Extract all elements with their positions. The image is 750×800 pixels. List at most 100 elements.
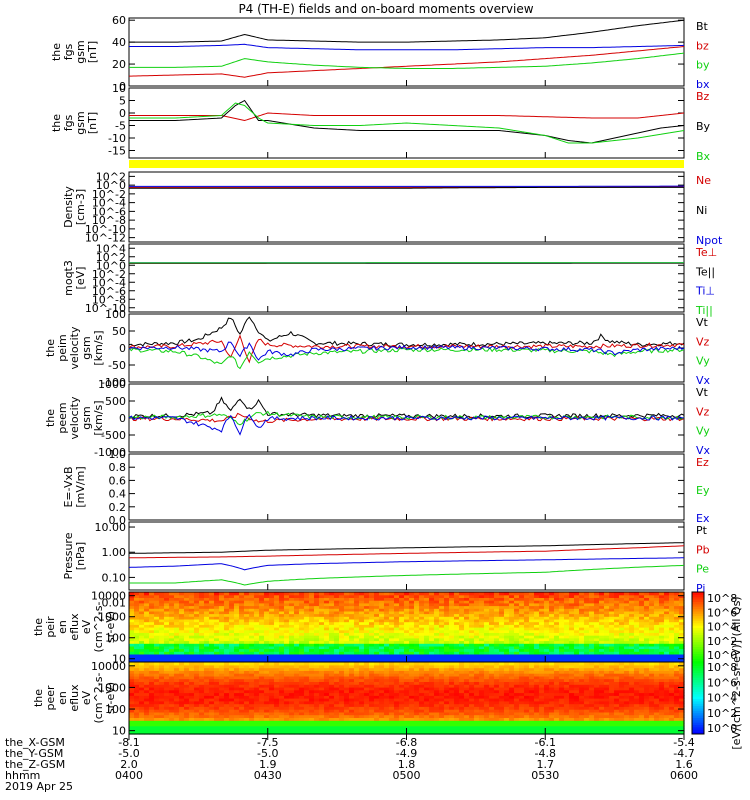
heatmap-cell — [529, 635, 535, 639]
heatmap-cell — [514, 616, 520, 620]
heatmap-cell — [444, 624, 450, 628]
heatmap-cell — [284, 651, 290, 655]
heatmap-cell — [559, 621, 565, 625]
heatmap-cell — [344, 662, 350, 666]
heatmap-cell — [354, 629, 360, 633]
heatmap-cell — [319, 643, 325, 647]
heatmap-cell — [519, 643, 525, 647]
y-tick-label: 10^-8 — [92, 214, 126, 227]
heatmap-cell — [269, 635, 275, 639]
heatmap-cell — [194, 629, 200, 633]
heatmap-cell — [149, 656, 155, 660]
heatmap-cell — [544, 597, 550, 601]
heatmap-cell — [624, 602, 630, 607]
heatmap-cell — [499, 592, 505, 596]
heatmap-cell — [259, 637, 265, 642]
heatmap-cell — [454, 627, 460, 631]
heatmap-cell — [639, 624, 645, 628]
heatmap-cell — [549, 651, 555, 655]
heatmap-cell — [369, 637, 375, 642]
heatmap-cell — [474, 602, 480, 607]
heatmap-cell — [244, 635, 250, 639]
heatmap-cell — [599, 594, 605, 598]
heatmap-cell — [284, 597, 290, 601]
heatmap-cell — [269, 608, 275, 612]
heatmap-cell — [269, 600, 275, 604]
heatmap-cell — [259, 610, 265, 615]
heatmap-cell — [439, 643, 445, 647]
heatmap-cell — [479, 613, 485, 617]
heatmap-cell — [324, 618, 330, 623]
heatmap-cell — [379, 627, 385, 631]
heatmap-cell — [429, 656, 435, 660]
heatmap-cell — [309, 637, 315, 642]
heatmap-cell — [509, 600, 515, 604]
heatmap-cell — [429, 624, 435, 628]
heatmap-cell — [149, 616, 155, 620]
heatmap-cell — [239, 627, 245, 631]
y-tick-label: 10^2 — [96, 251, 126, 264]
heatmap-cell — [349, 597, 355, 601]
heatmap-cell — [364, 637, 370, 642]
heatmap-cell — [574, 645, 580, 650]
heatmap-cell — [594, 637, 600, 642]
heatmap-cell — [559, 602, 565, 607]
heatmap-cell — [374, 632, 380, 636]
heatmap-cell — [624, 640, 630, 644]
heatmap-cell — [189, 648, 195, 652]
heatmap-cell — [464, 616, 470, 620]
heatmap-cell — [424, 648, 430, 652]
heatmap-cell — [639, 645, 645, 650]
heatmap-cell — [179, 648, 185, 652]
heatmap-cell — [269, 597, 275, 601]
heatmap-cell — [229, 659, 235, 663]
y-tick-label: 1.0 — [109, 448, 127, 461]
heatmap-cell — [139, 643, 145, 647]
heatmap-cell — [284, 656, 290, 660]
heatmap-cell — [454, 662, 460, 666]
heatmap-cell — [209, 629, 215, 633]
heatmap-cell — [549, 602, 555, 607]
heatmap-cell — [254, 618, 260, 623]
heatmap-cell — [509, 627, 515, 631]
heatmap-cell — [249, 597, 255, 601]
heatmap-cell — [354, 632, 360, 636]
heatmap-cell — [364, 648, 370, 652]
heatmap-cell — [304, 656, 310, 660]
heatmap-cell — [644, 651, 650, 655]
heatmap-cell — [629, 610, 635, 615]
heatmap-cell — [344, 645, 350, 650]
heatmap-cell — [224, 613, 230, 617]
heatmap-cell — [229, 602, 235, 607]
heatmap-cell — [354, 594, 360, 598]
heatmap-cell — [359, 653, 365, 658]
heatmap-cell — [494, 600, 500, 604]
heatmap-cell — [324, 632, 330, 636]
y-tick-label: 5 — [119, 95, 126, 108]
heatmap-cell — [534, 629, 540, 633]
heatmap-cell — [309, 608, 315, 612]
heatmap-cell — [299, 629, 305, 633]
heatmap-cell — [354, 637, 360, 642]
heatmap-cell — [479, 632, 485, 636]
heatmap-cell — [524, 627, 530, 631]
heatmap-cell — [349, 618, 355, 623]
heatmap-cell — [594, 653, 600, 658]
heatmap-cell — [554, 613, 560, 617]
heatmap-cell — [214, 651, 220, 655]
heatmap-cell — [494, 653, 500, 658]
heatmap-cell — [179, 656, 185, 660]
heatmap-cell — [529, 645, 535, 650]
heatmap-cell — [529, 643, 535, 647]
heatmap-cell — [334, 600, 340, 604]
heatmap-cell — [179, 613, 185, 617]
heatmap-cell — [274, 635, 280, 639]
heatmap-cell — [444, 621, 450, 625]
heatmap-cell — [404, 621, 410, 625]
heatmap-cell — [474, 592, 480, 596]
heatmap-cell — [144, 605, 150, 609]
heatmap-cell — [304, 616, 310, 620]
heatmap-cell — [424, 594, 430, 598]
heatmap-cell — [474, 635, 480, 639]
heatmap-cell — [579, 613, 585, 617]
